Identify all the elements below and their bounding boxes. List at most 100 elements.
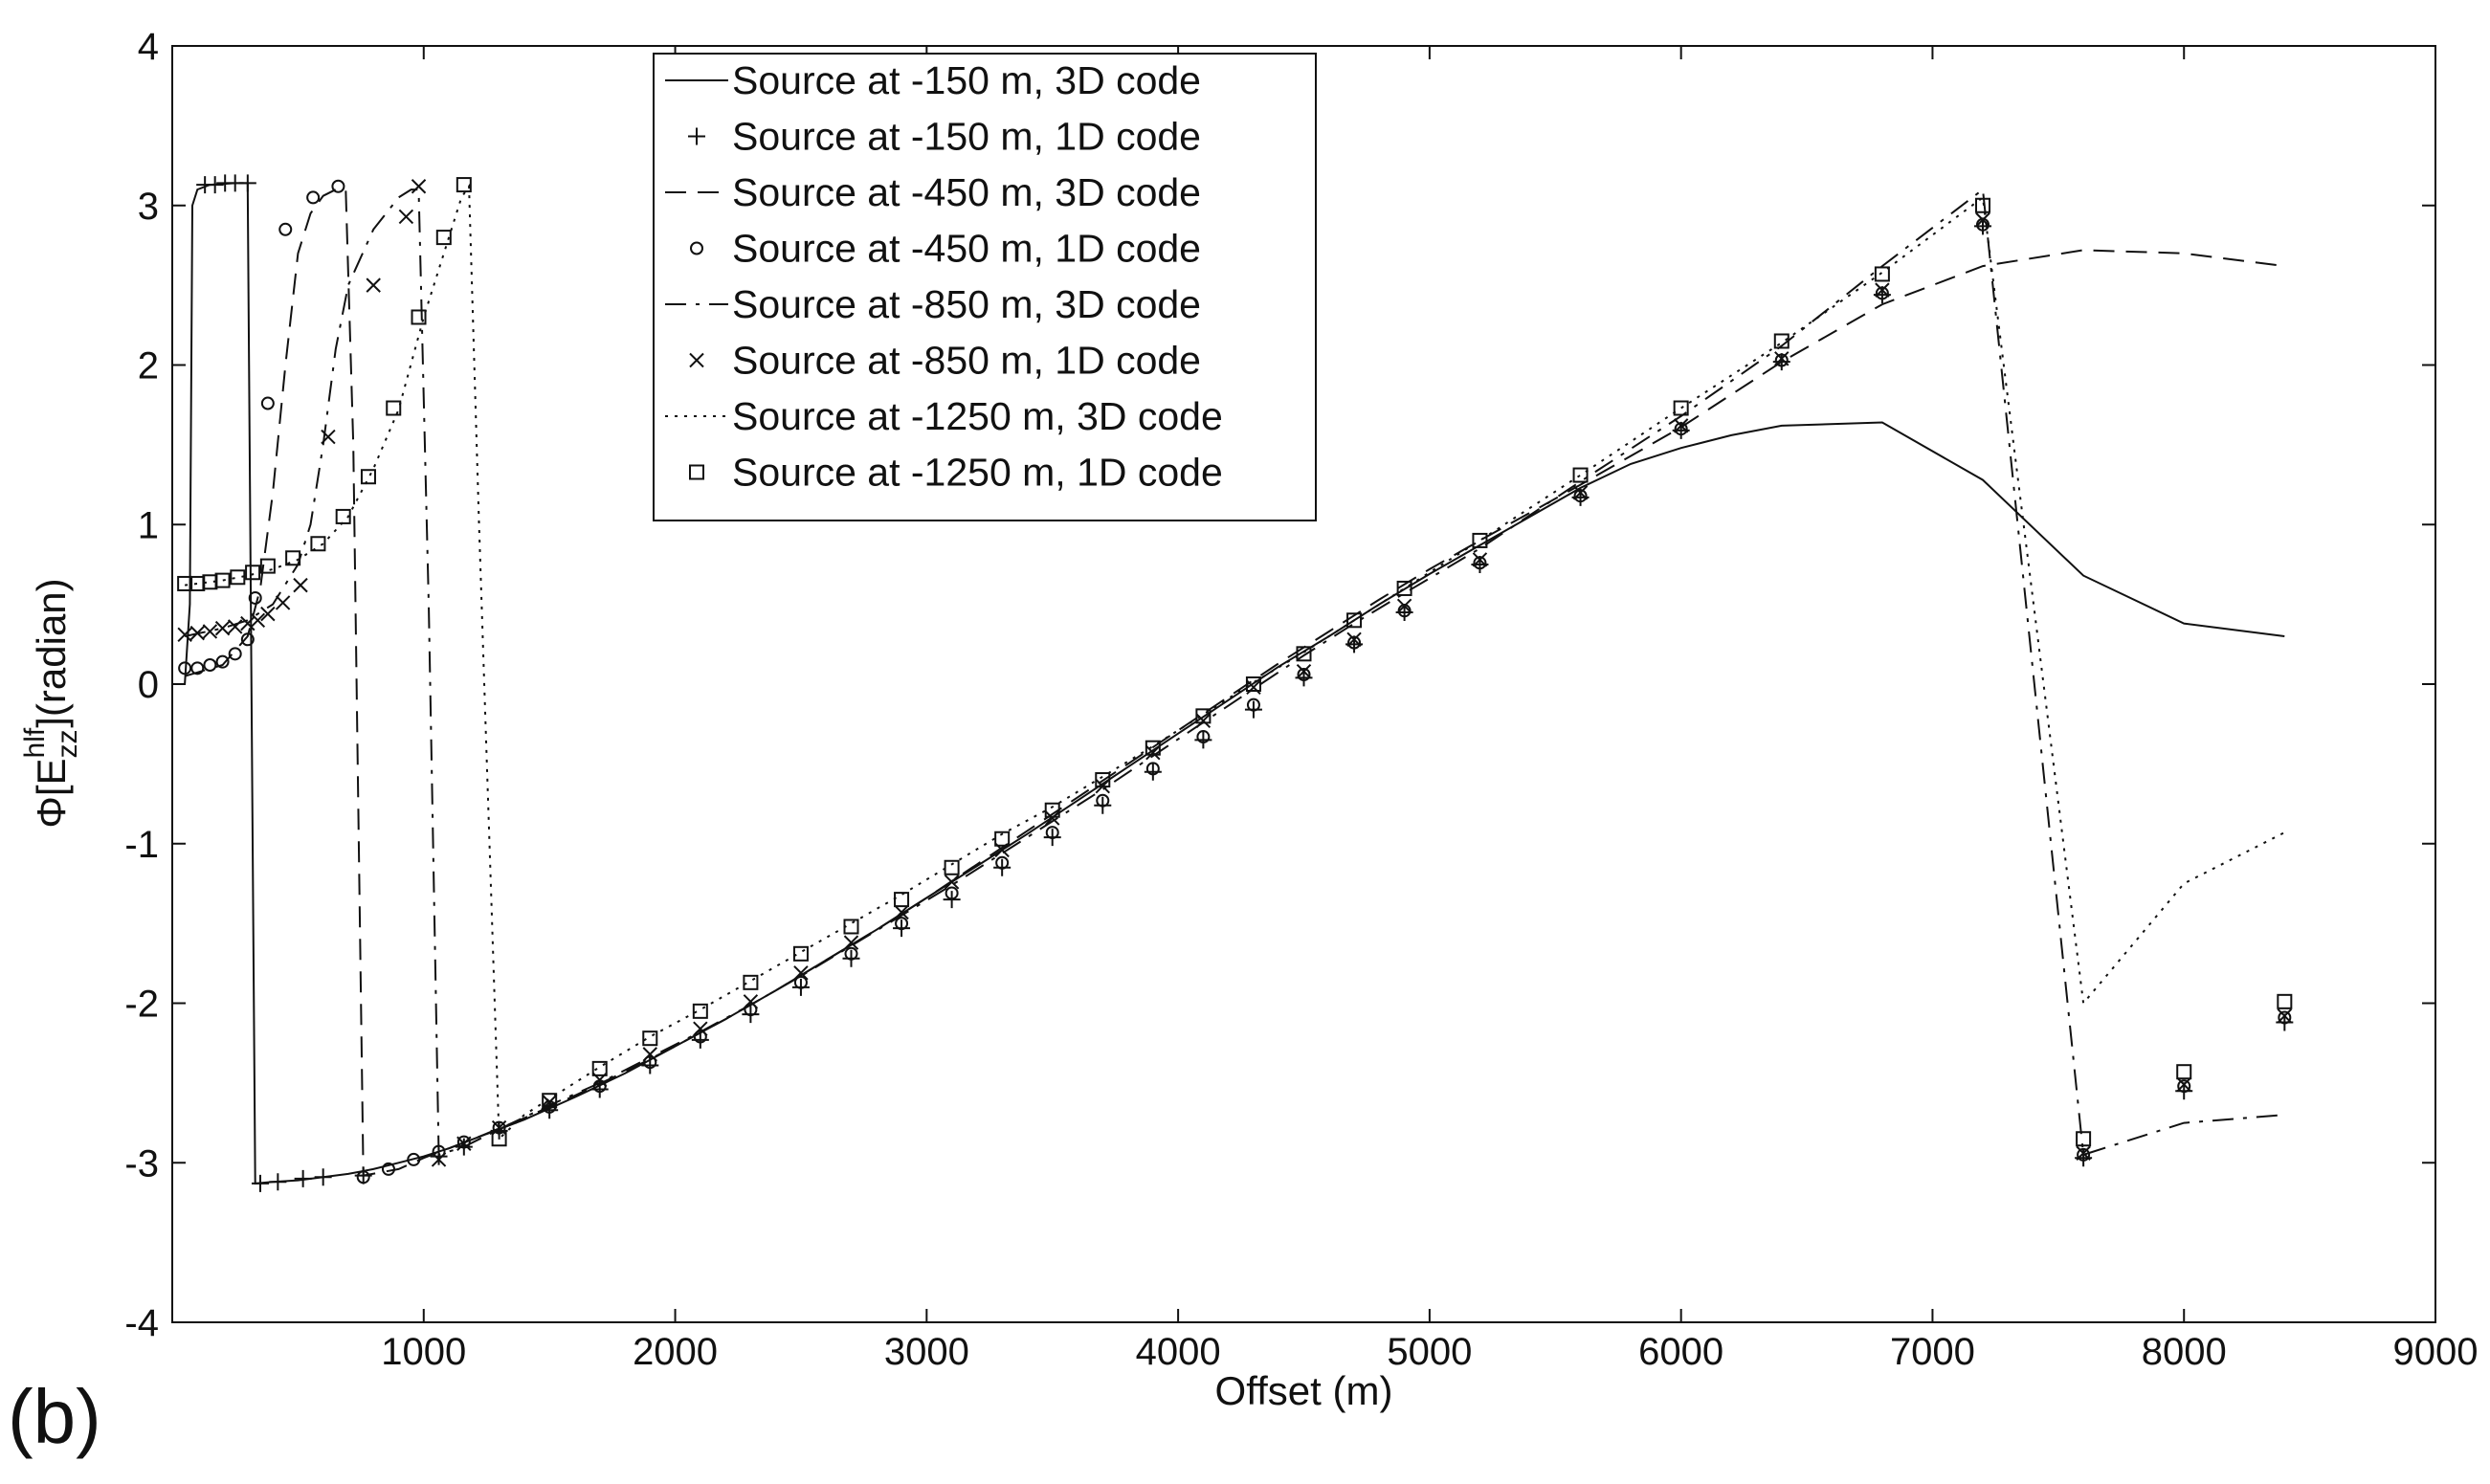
- data-point: [238, 174, 256, 192]
- data-point: [1573, 489, 1588, 503]
- data-point: [431, 1152, 447, 1167]
- data-point: [692, 1003, 708, 1019]
- legend-item: Source at -450 m, 1D code: [690, 227, 1201, 271]
- x-tick-label: 4000: [1136, 1331, 1221, 1373]
- series-5: [184, 188, 2285, 1157]
- legend-label: Source at -450 m, 3D code: [732, 170, 1201, 214]
- x-tick-label: 9000: [2393, 1331, 2479, 1373]
- legend-item: Source at -850 m, 3D code: [665, 282, 1201, 326]
- data-point: [248, 590, 262, 605]
- data-point: [245, 565, 261, 581]
- data-point: [2176, 1064, 2192, 1080]
- data-point: [793, 975, 808, 989]
- legend-label: Source at -850 m, 1D code: [732, 339, 1201, 383]
- data-point: [1145, 740, 1161, 756]
- data-point: [411, 309, 427, 325]
- y-tick-label: 2: [138, 345, 159, 388]
- data-point: [178, 661, 192, 676]
- data-point: [1473, 556, 1487, 570]
- data-point: [335, 508, 351, 524]
- data-point: [356, 1170, 370, 1185]
- y-axis-title: Φ[Ezzhlf](radian): [19, 578, 83, 828]
- data-point: [275, 595, 291, 610]
- data-point: [693, 1021, 708, 1036]
- data-point: [2277, 1008, 2293, 1024]
- data-point: [215, 654, 230, 669]
- y-tick-label: 0: [138, 664, 159, 706]
- data-point: [792, 945, 809, 962]
- series-line: [184, 188, 2285, 1157]
- data-point: [250, 612, 266, 629]
- y-tick-label: 4: [138, 26, 159, 68]
- data-point: [206, 176, 224, 194]
- data-point: [1875, 286, 1889, 300]
- data-point: [260, 606, 276, 622]
- data-point: [294, 1169, 312, 1187]
- y-axis-title-main: Φ[E: [29, 758, 74, 828]
- legend-item: Source at -150 m, 3D code: [665, 58, 1201, 102]
- data-point: [228, 647, 242, 661]
- data-point: [306, 190, 321, 205]
- series-layer: [177, 174, 2294, 1192]
- data-point: [1396, 580, 1412, 596]
- data-point: [1347, 635, 1362, 650]
- y-tick-label: -4: [124, 1302, 159, 1344]
- data-point: [214, 620, 231, 636]
- data-point: [366, 277, 381, 293]
- series-8: [177, 177, 2293, 1147]
- legend-item: Source at -1250 m, 3D code: [665, 394, 1223, 438]
- data-point: [994, 831, 1011, 847]
- series-3: [184, 188, 2285, 1177]
- legend-item: Source at -150 m, 1D code: [688, 115, 1201, 159]
- data-point: [1045, 810, 1060, 826]
- data-point: [386, 400, 402, 416]
- data-point: [843, 919, 859, 935]
- data-point: [1396, 598, 1412, 613]
- series-6: [177, 179, 2293, 1167]
- data-point: [743, 994, 759, 1009]
- legend-marker-swatch: [689, 352, 704, 368]
- series-line: [184, 188, 2285, 1177]
- legend-label: Source at -1250 m, 1D code: [732, 451, 1223, 495]
- data-point: [1773, 333, 1790, 349]
- data-point: [2278, 1010, 2292, 1025]
- data-point: [591, 1060, 608, 1076]
- data-point: [793, 965, 809, 981]
- data-point: [2277, 993, 2293, 1009]
- data-point: [1246, 679, 1261, 696]
- data-point: [1774, 353, 1789, 367]
- data-point: [1096, 793, 1110, 808]
- data-point: [1674, 422, 1688, 436]
- legend-marker-swatch: [689, 464, 704, 480]
- y-tick-label: -2: [124, 984, 159, 1026]
- data-point: [1195, 708, 1212, 724]
- data-point: [995, 855, 1010, 870]
- data-point: [230, 569, 246, 586]
- data-point: [642, 1030, 658, 1047]
- legend-label: Source at -150 m, 3D code: [732, 58, 1201, 102]
- data-point: [1673, 400, 1689, 416]
- data-point: [895, 917, 909, 931]
- y-axis-title-superscript: hlf: [19, 727, 51, 758]
- x-tick-label: 5000: [1387, 1331, 1472, 1373]
- data-point: [314, 1168, 332, 1186]
- legend-item: Source at -1250 m, 1D code: [689, 451, 1223, 495]
- data-point: [944, 875, 960, 890]
- y-tick-label: 3: [138, 186, 159, 228]
- y-tick-label: -3: [124, 1142, 159, 1185]
- data-point: [214, 572, 231, 588]
- x-tick-label: 2000: [633, 1331, 718, 1373]
- data-point: [278, 222, 293, 236]
- data-point: [491, 1131, 507, 1147]
- legend-marker-swatch: [688, 127, 705, 145]
- x-tick-label: 8000: [2142, 1331, 2227, 1373]
- data-point: [1875, 282, 1890, 298]
- data-point: [190, 661, 205, 676]
- data-point: [269, 1173, 287, 1191]
- x-tick-label: 6000: [1638, 1331, 1723, 1373]
- data-point: [642, 1047, 657, 1062]
- data-point: [1296, 663, 1312, 679]
- data-point: [202, 624, 218, 639]
- data-point: [1095, 772, 1111, 788]
